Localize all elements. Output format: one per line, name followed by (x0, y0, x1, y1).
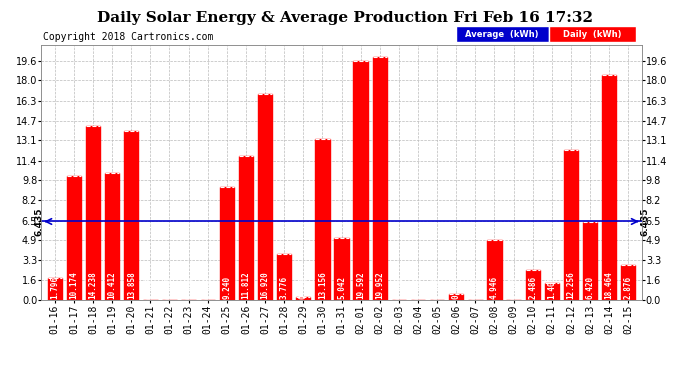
Text: 14.238: 14.238 (88, 271, 97, 299)
Bar (526, 270, 540, 300)
Bar (564, 150, 578, 300)
Text: 13.156: 13.156 (318, 271, 327, 299)
Text: 0.000: 0.000 (204, 276, 213, 299)
Text: 0.276: 0.276 (299, 276, 308, 299)
Bar (353, 61, 368, 300)
Text: 5.042: 5.042 (337, 276, 346, 299)
Bar (544, 283, 559, 300)
Text: 3.776: 3.776 (279, 276, 288, 299)
Bar (239, 156, 253, 300)
Text: 19.592: 19.592 (356, 271, 365, 299)
Bar (67, 176, 81, 300)
Text: 0.000: 0.000 (509, 276, 518, 299)
Bar (335, 238, 348, 300)
Text: Daily Solar Energy & Average Production Fri Feb 16 17:32: Daily Solar Energy & Average Production … (97, 11, 593, 25)
FancyBboxPatch shape (549, 26, 635, 42)
Text: 16.920: 16.920 (261, 271, 270, 299)
Bar (621, 265, 635, 300)
Text: 1.400: 1.400 (547, 276, 556, 299)
Bar (258, 93, 273, 300)
Text: 6.420: 6.420 (586, 276, 595, 299)
Text: 0.494: 0.494 (452, 276, 461, 299)
Text: 2.486: 2.486 (529, 276, 538, 299)
Bar (296, 297, 310, 300)
Bar (449, 294, 464, 300)
Bar (315, 140, 330, 300)
Text: 19.952: 19.952 (375, 271, 384, 299)
Bar (48, 278, 62, 300)
Text: 0.000: 0.000 (395, 276, 404, 299)
Text: 13.858: 13.858 (127, 271, 136, 299)
Bar (487, 240, 502, 300)
Text: 0.000: 0.000 (413, 276, 422, 299)
FancyBboxPatch shape (455, 26, 549, 42)
Text: 11.812: 11.812 (241, 271, 250, 299)
Bar (602, 75, 616, 300)
Text: 4.946: 4.946 (490, 276, 499, 299)
Text: 2.876: 2.876 (624, 276, 633, 299)
Bar (219, 187, 234, 300)
Text: 12.256: 12.256 (566, 271, 575, 299)
Bar (277, 254, 291, 300)
Text: 6.435: 6.435 (640, 207, 649, 236)
Text: 0.000: 0.000 (184, 276, 193, 299)
Text: Daily  (kWh): Daily (kWh) (562, 30, 621, 39)
Text: 9.240: 9.240 (222, 276, 231, 299)
Text: 0.000: 0.000 (471, 276, 480, 299)
Text: 0.000: 0.000 (146, 276, 155, 299)
Text: 6.435: 6.435 (34, 207, 43, 236)
Bar (105, 173, 119, 300)
Text: 1.796: 1.796 (50, 276, 59, 299)
Text: Average  (kWh): Average (kWh) (465, 30, 539, 39)
Bar (373, 57, 387, 300)
Text: 0.000: 0.000 (433, 276, 442, 299)
Text: 10.412: 10.412 (108, 271, 117, 299)
Bar (124, 131, 139, 300)
Text: Copyright 2018 Cartronics.com: Copyright 2018 Cartronics.com (43, 33, 213, 42)
Text: 18.464: 18.464 (604, 271, 613, 299)
Text: 0.000: 0.000 (165, 276, 174, 299)
Text: 10.174: 10.174 (70, 271, 79, 299)
Bar (583, 222, 598, 300)
Bar (86, 126, 100, 300)
